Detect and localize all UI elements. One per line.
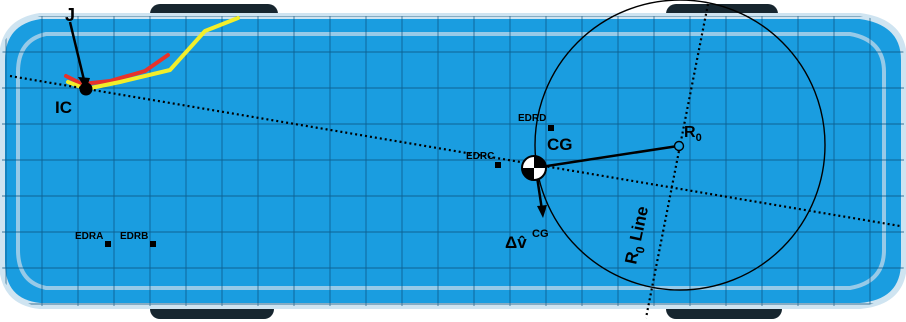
label-r0-line-base: R bbox=[621, 250, 642, 266]
label-j: J bbox=[65, 5, 75, 25]
red-trajectory bbox=[64, 53, 170, 86]
j-arrow-shaft bbox=[68, 21, 86, 81]
cg-target-icon bbox=[521, 155, 547, 181]
body-inner-outline bbox=[16, 32, 886, 290]
label-r0-sub: 0 bbox=[696, 132, 702, 144]
sensor-edra-icon bbox=[105, 241, 111, 247]
label-cg: CG bbox=[547, 135, 573, 154]
sensor-edrd-icon bbox=[548, 125, 554, 131]
label-edra: EDRA bbox=[75, 231, 103, 242]
ic-cg-dotted-line bbox=[9, 74, 901, 228]
label-r0-line-sub: 0 bbox=[633, 245, 648, 255]
vehicle-body bbox=[0, 13, 906, 309]
ic-dot-icon bbox=[79, 82, 93, 96]
label-ic: IC bbox=[55, 98, 72, 117]
label-r0-base: R bbox=[684, 124, 696, 141]
label-r0: R0 bbox=[684, 124, 702, 144]
velocity-arrow-head bbox=[537, 205, 547, 218]
r0-circle-icon bbox=[673, 140, 685, 152]
sensor-edrc-icon bbox=[495, 162, 501, 168]
r0-circle bbox=[534, 0, 826, 291]
label-edrb: EDRB bbox=[120, 231, 148, 242]
label-delta-v: Δv̂ bbox=[505, 233, 527, 252]
sensor-edrb-icon bbox=[150, 241, 156, 247]
label-edrc: EDRC bbox=[466, 151, 494, 162]
label-edrd: EDRD bbox=[518, 113, 546, 124]
label-delta-v-sup: CG bbox=[532, 228, 549, 240]
r0-radius-line bbox=[533, 144, 679, 170]
r0-dotted-line bbox=[644, 3, 710, 319]
